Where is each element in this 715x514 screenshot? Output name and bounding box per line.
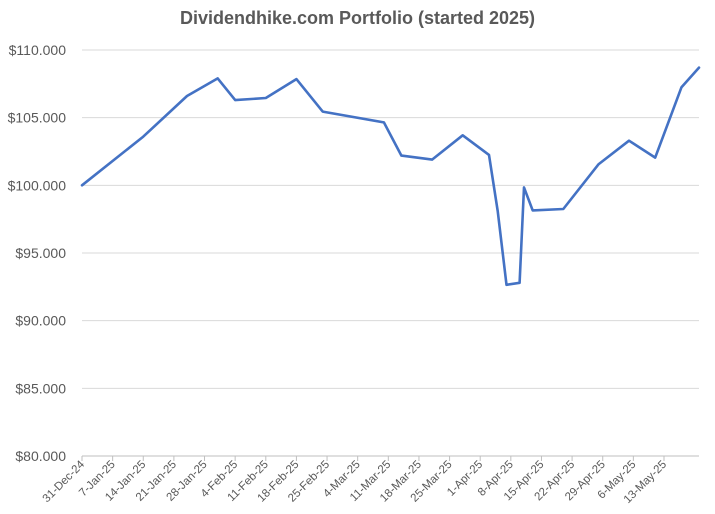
y-tick-label: $95.000 (15, 245, 66, 261)
y-tick-label: $105.000 (8, 110, 67, 126)
series-line (80, 66, 701, 287)
y-tick-label: $90.000 (15, 313, 66, 329)
y-tick-label: $80.000 (15, 448, 66, 464)
series-layer (80, 66, 701, 287)
y-tick-label: $85.000 (15, 380, 66, 396)
chart-title: Dividendhike.com Portfolio (started 2025… (179, 8, 536, 28)
y-axis: $80.000 $85.000 $90.000 $95.000 $100.000 $105… (8, 42, 67, 464)
gridlines (82, 49, 699, 457)
y-tick-label: $110.000 (9, 42, 67, 58)
y-tick-label: $100.000 (8, 177, 67, 193)
x-tick-label: 31-Dec-24 (41, 458, 88, 505)
x-axis: 31-Dec-247-Jan-2514-Jan-2521-Jan-2528-Ja… (41, 455, 699, 506)
